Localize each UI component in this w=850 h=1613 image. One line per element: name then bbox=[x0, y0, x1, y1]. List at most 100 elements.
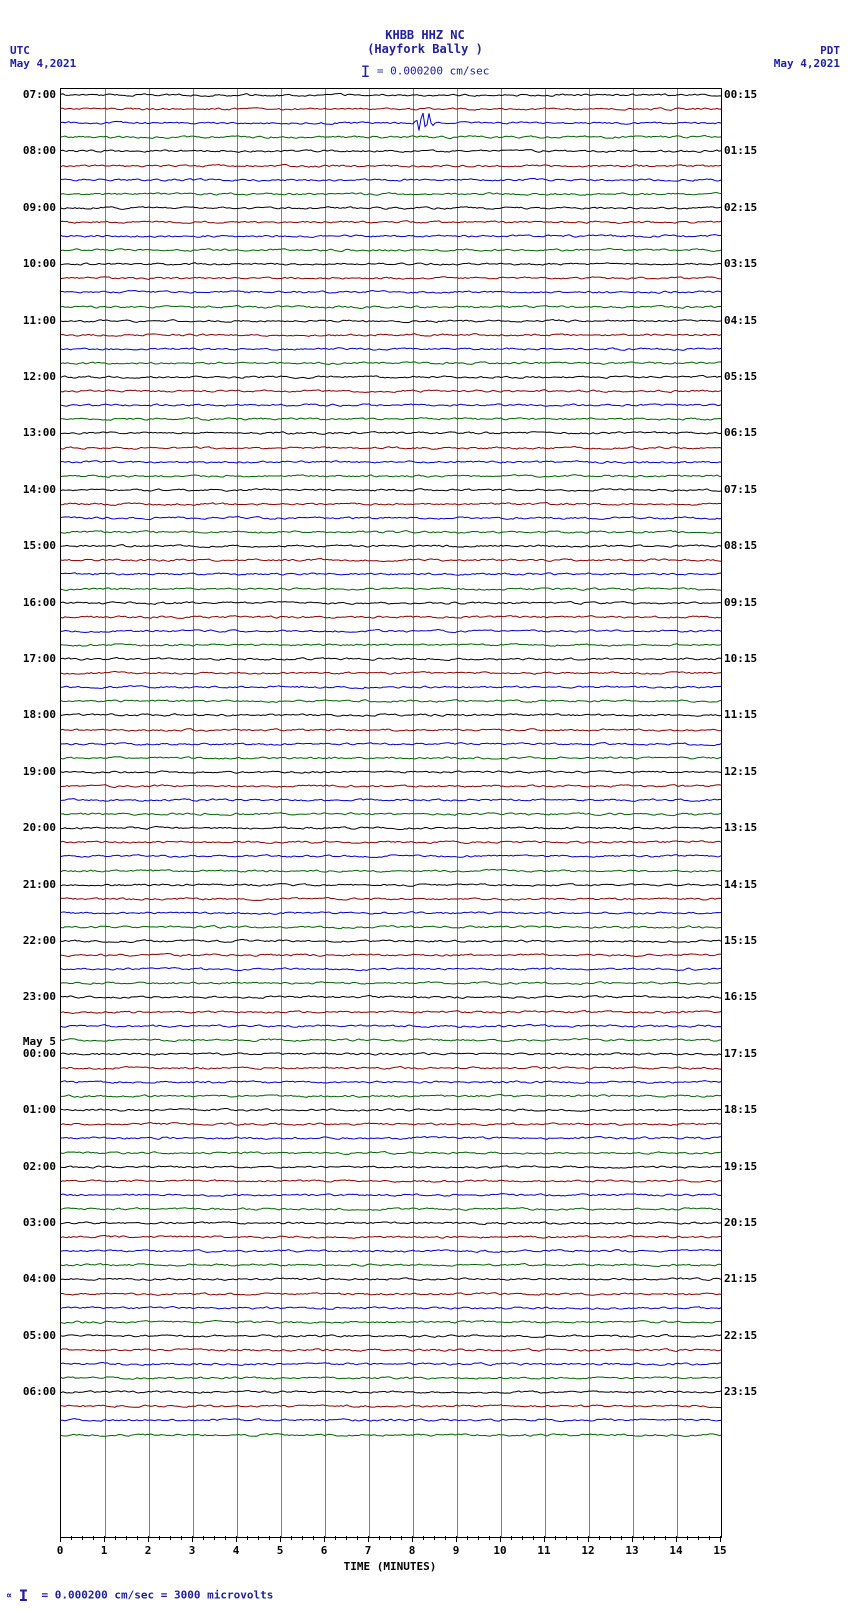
x-tick-minor bbox=[379, 1536, 380, 1540]
utc-hour-label: 11:00 bbox=[6, 314, 56, 327]
x-tick-minor bbox=[71, 1536, 72, 1540]
x-tick-minor bbox=[401, 1536, 402, 1540]
x-tick-minor bbox=[302, 1536, 303, 1540]
pdt-hour-label: 06:15 bbox=[724, 426, 774, 439]
x-tick-minor bbox=[225, 1536, 226, 1540]
x-tick-label: 1 bbox=[101, 1544, 108, 1557]
x-tick-label: 7 bbox=[365, 1544, 372, 1557]
pdt-hour-label: 21:15 bbox=[724, 1272, 774, 1285]
x-tick-minor bbox=[423, 1536, 424, 1540]
x-tick-label: 14 bbox=[669, 1544, 682, 1557]
x-tick bbox=[544, 1536, 545, 1542]
x-tick-label: 0 bbox=[57, 1544, 64, 1557]
pdt-hour-label: 23:15 bbox=[724, 1385, 774, 1398]
x-tick-minor bbox=[269, 1536, 270, 1540]
x-tick-minor bbox=[511, 1536, 512, 1540]
x-tick-minor bbox=[258, 1536, 259, 1540]
utc-hour-label: 12:00 bbox=[6, 370, 56, 383]
x-tick bbox=[500, 1536, 501, 1542]
seismogram-container: KHBB HHZ NC (Hayfork Bally ) I = 0.00020… bbox=[0, 0, 850, 1613]
x-tick-minor bbox=[709, 1536, 710, 1540]
x-tick bbox=[324, 1536, 325, 1542]
utc-hour-label: 14:00 bbox=[6, 483, 56, 496]
x-tick-minor bbox=[93, 1536, 94, 1540]
x-tick bbox=[148, 1536, 149, 1542]
pdt-hour-label: 08:15 bbox=[724, 539, 774, 552]
x-tick bbox=[676, 1536, 677, 1542]
utc-hour-label: 13:00 bbox=[6, 426, 56, 439]
x-tick-label: 2 bbox=[145, 1544, 152, 1557]
x-axis: TIME (MINUTES) 0123456789101112131415 bbox=[60, 1536, 720, 1576]
tz-left-code: UTC bbox=[10, 44, 76, 57]
utc-hour-label: 21:00 bbox=[6, 878, 56, 891]
utc-hour-label: 18:00 bbox=[6, 708, 56, 721]
tz-right-code: PDT bbox=[774, 44, 840, 57]
x-tick-minor bbox=[643, 1536, 644, 1540]
scale-note: I = 0.000200 cm/sec bbox=[0, 62, 850, 81]
pdt-hour-label: 00:15 bbox=[724, 88, 774, 101]
utc-hour-label: 03:00 bbox=[6, 1216, 56, 1229]
x-tick-minor bbox=[489, 1536, 490, 1540]
x-tick-minor bbox=[566, 1536, 567, 1540]
x-tick-minor bbox=[115, 1536, 116, 1540]
x-tick-minor bbox=[665, 1536, 666, 1540]
pdt-hour-label: 04:15 bbox=[724, 314, 774, 327]
x-tick-minor bbox=[533, 1536, 534, 1540]
utc-hour-label: 00:00 bbox=[6, 1047, 56, 1060]
x-tick-minor bbox=[137, 1536, 138, 1540]
pdt-hour-label: 09:15 bbox=[724, 596, 774, 609]
x-tick bbox=[104, 1536, 105, 1542]
x-tick bbox=[412, 1536, 413, 1542]
footer: ∝ I = 0.000200 cm/sec = 3000 microvolts bbox=[6, 1586, 273, 1605]
x-tick bbox=[368, 1536, 369, 1542]
x-tick bbox=[60, 1536, 61, 1542]
pdt-hour-label: 19:15 bbox=[724, 1160, 774, 1173]
footer-text: = 0.000200 cm/sec = 3000 microvolts bbox=[42, 1589, 274, 1602]
x-tick-minor bbox=[126, 1536, 127, 1540]
x-tick-minor bbox=[203, 1536, 204, 1540]
pdt-hour-label: 22:15 bbox=[724, 1329, 774, 1342]
plot-area bbox=[60, 88, 722, 1538]
x-tick-minor bbox=[181, 1536, 182, 1540]
utc-hour-label: 15:00 bbox=[6, 539, 56, 552]
x-tick bbox=[456, 1536, 457, 1542]
pdt-hour-label: 13:15 bbox=[724, 821, 774, 834]
x-tick-minor bbox=[313, 1536, 314, 1540]
x-tick bbox=[632, 1536, 633, 1542]
x-tick-minor bbox=[654, 1536, 655, 1540]
x-tick-minor bbox=[687, 1536, 688, 1540]
x-tick-label: 15 bbox=[713, 1544, 726, 1557]
x-tick-minor bbox=[214, 1536, 215, 1540]
utc-hour-label: 02:00 bbox=[6, 1160, 56, 1173]
pdt-hour-label: 02:15 bbox=[724, 201, 774, 214]
utc-hour-label: 07:00 bbox=[6, 88, 56, 101]
x-tick bbox=[588, 1536, 589, 1542]
tz-right-date: May 4,2021 bbox=[774, 57, 840, 70]
pdt-hour-label: 14:15 bbox=[724, 878, 774, 891]
pdt-hour-label: 15:15 bbox=[724, 934, 774, 947]
x-tick-label: 13 bbox=[625, 1544, 638, 1557]
utc-hour-label: 19:00 bbox=[6, 765, 56, 778]
tz-left-date: May 4,2021 bbox=[10, 57, 76, 70]
utc-hour-label: 23:00 bbox=[6, 990, 56, 1003]
utc-day-break: May 5 bbox=[23, 1035, 56, 1048]
utc-hour-label: 16:00 bbox=[6, 596, 56, 609]
pdt-hour-label: 01:15 bbox=[724, 144, 774, 157]
utc-hour-label: 10:00 bbox=[6, 257, 56, 270]
x-tick-minor bbox=[445, 1536, 446, 1540]
x-tick bbox=[192, 1536, 193, 1542]
x-tick bbox=[280, 1536, 281, 1542]
x-tick-label: 9 bbox=[453, 1544, 460, 1557]
x-tick-minor bbox=[555, 1536, 556, 1540]
x-tick-label: 8 bbox=[409, 1544, 416, 1557]
utc-hour-label: 04:00 bbox=[6, 1272, 56, 1285]
utc-hour-label: 08:00 bbox=[6, 144, 56, 157]
x-tick-minor bbox=[621, 1536, 622, 1540]
pdt-hour-label: 11:15 bbox=[724, 708, 774, 721]
x-axis-title: TIME (MINUTES) bbox=[60, 1560, 720, 1573]
x-tick-label: 12 bbox=[581, 1544, 594, 1557]
scale-note-text: = 0.000200 cm/sec bbox=[377, 65, 490, 78]
x-tick-minor bbox=[170, 1536, 171, 1540]
station-code: KHBB HHZ NC bbox=[0, 28, 850, 42]
utc-hour-label: 20:00 bbox=[6, 821, 56, 834]
